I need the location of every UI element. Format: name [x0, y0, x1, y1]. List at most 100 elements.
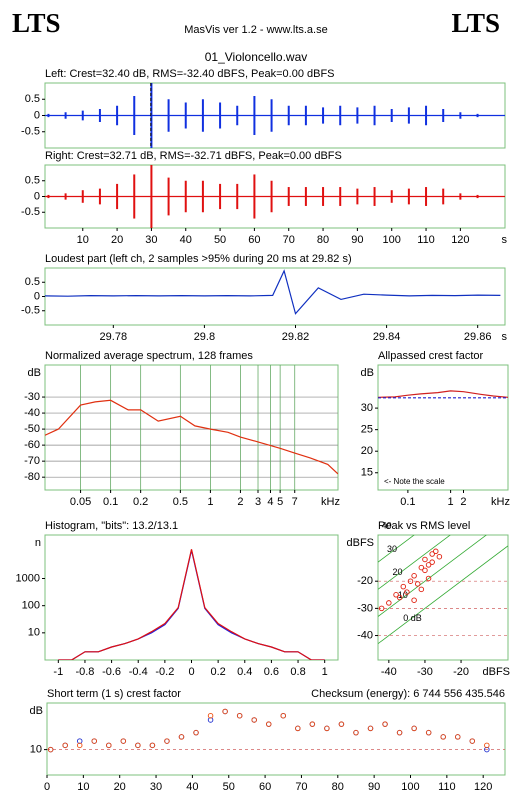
- x-tick-label: 80: [332, 781, 344, 793]
- point: [353, 729, 359, 736]
- panel-title: Peak vs RMS level: [378, 520, 470, 532]
- x-tick-label: 90: [351, 234, 363, 246]
- series-line: [45, 269, 501, 315]
- y-axis-label: dB: [28, 367, 41, 379]
- crest-line-label: 20: [392, 567, 402, 577]
- y-tick-label: -0.5: [21, 206, 40, 218]
- y-tick-label: 0.5: [25, 175, 40, 187]
- x-tick-label: -40: [381, 666, 397, 678]
- point: [295, 725, 301, 732]
- point: [309, 721, 316, 727]
- y-tick-label: -30: [357, 602, 373, 614]
- series-line: [58, 549, 325, 660]
- x-tick-label: 120: [474, 781, 492, 793]
- y-tick-label: 0.5: [25, 93, 40, 105]
- x-tick-label: 0.4: [237, 666, 252, 678]
- plot-frame: [377, 364, 509, 491]
- point: [91, 738, 98, 744]
- x-tick-label: 50: [214, 234, 226, 246]
- x-tick-label: -0.2: [155, 666, 174, 678]
- y-tick-label: -50: [24, 423, 40, 435]
- x-tick-label: 0.8: [290, 666, 305, 678]
- y-tick-label: 0.5: [25, 276, 40, 288]
- point: [411, 573, 417, 579]
- x-axis-label: s: [502, 234, 508, 246]
- x-tick-label: 7: [292, 496, 298, 508]
- app-title: MasVis ver 1.2 - www.lts.a.se: [184, 24, 327, 36]
- point: [222, 708, 228, 715]
- point: [429, 559, 435, 565]
- y-tick-label: 30: [361, 402, 373, 414]
- x-tick-label: 60: [259, 781, 271, 793]
- logo: LTS: [451, 8, 500, 38]
- x-tick-label: 110: [438, 781, 456, 793]
- crest-line: [378, 535, 415, 563]
- point: [414, 581, 421, 587]
- point: [193, 729, 199, 736]
- x-tick-label: 70: [283, 234, 295, 246]
- annotation: <- Note the scale: [384, 477, 445, 486]
- x-tick-label: -0.6: [102, 666, 121, 678]
- y-tick-label: -30: [24, 391, 40, 403]
- x-tick-label: 40: [186, 781, 198, 793]
- x-axis-label: dBFS: [482, 666, 510, 678]
- x-tick-label: 29.78: [100, 331, 128, 343]
- point: [411, 597, 417, 603]
- y-axis-label: dB: [30, 705, 43, 717]
- x-tick-label: 2: [460, 496, 466, 508]
- x-axis-label: s: [502, 331, 508, 343]
- x-tick-label: -30: [417, 666, 433, 678]
- x-tick-label: 30: [150, 781, 162, 793]
- x-tick-label: -0.8: [75, 666, 94, 678]
- point: [324, 725, 330, 732]
- point: [407, 578, 414, 584]
- point: [396, 594, 403, 601]
- point: [436, 553, 443, 560]
- y-tick-label: -60: [24, 439, 40, 451]
- point: [382, 721, 388, 727]
- crest-line-label: 0 dB: [403, 613, 422, 623]
- y-tick-label: 20: [361, 445, 373, 457]
- x-tick-label: -20: [453, 666, 469, 678]
- point: [425, 562, 432, 568]
- plot-frame: [44, 267, 506, 326]
- x-tick-label: 50: [223, 781, 235, 793]
- x-tick-label: 10: [77, 781, 89, 793]
- point: [120, 738, 127, 744]
- y-tick-label: -70: [24, 455, 40, 467]
- y-tick-label: -0.5: [21, 305, 40, 317]
- y-tick-label: 100: [22, 600, 40, 612]
- y-tick-label: 10: [28, 627, 40, 639]
- point: [469, 738, 476, 744]
- plot-frame: [377, 534, 509, 661]
- x-tick-label: 4: [267, 496, 273, 508]
- point: [422, 556, 428, 563]
- point: [422, 567, 428, 574]
- x-tick-label: 29.86: [464, 331, 492, 343]
- x-tick-label: 100: [383, 234, 401, 246]
- x-tick-label: 0: [188, 666, 194, 678]
- x-axis-label: kHz: [491, 496, 510, 508]
- point: [425, 729, 432, 736]
- point: [236, 712, 243, 719]
- y-tick-label: 0: [34, 290, 40, 302]
- plot-frame: [44, 364, 339, 491]
- x-tick-label: -1: [53, 666, 63, 678]
- y-tick-label: -0.5: [21, 126, 40, 138]
- plot-frame: [46, 702, 506, 776]
- y-axis-label: n: [35, 537, 41, 549]
- x-tick-label: 1: [322, 666, 328, 678]
- y-tick-label: -20: [357, 575, 373, 587]
- y-tick-label: 0: [34, 190, 40, 202]
- x-tick-label: 0.1: [400, 496, 415, 508]
- y-tick-label: -40: [357, 629, 373, 641]
- x-tick-label: 70: [295, 781, 307, 793]
- point: [484, 742, 490, 749]
- point: [418, 564, 425, 571]
- x-tick-label: 0: [44, 781, 50, 793]
- file-name: 01_Violoncello.wav: [205, 50, 308, 64]
- panel-title: Loudest part (left ch, 2 samples >95% du…: [45, 253, 352, 265]
- y-tick-label: 15: [361, 467, 373, 479]
- x-tick-label: 2: [237, 496, 243, 508]
